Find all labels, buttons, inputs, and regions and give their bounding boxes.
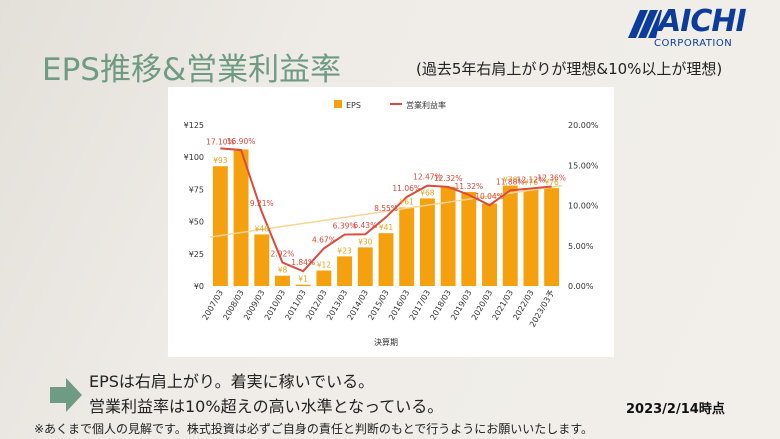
logo-name: AICHI — [658, 4, 747, 39]
x-axis-title: 決算期 — [374, 337, 398, 347]
eps-data-label: ¥76 — [524, 178, 539, 187]
margin-data-label: 6.39% — [333, 222, 357, 231]
eps-data-label: ¥41 — [379, 223, 394, 232]
as-of-date: 2023/2/14時点 — [626, 402, 725, 417]
page-subtitle: (過去5年右肩上がりが理想&10%以上が理想) — [416, 60, 723, 78]
disclaimer: ※あくまで個人の見解です。株式投資は必ずご自身の責任と判断のもとで行うようにお願… — [34, 422, 594, 436]
left-axis-tick-label: ¥25 — [189, 250, 204, 259]
margin-data-label: 2.92% — [271, 249, 295, 258]
eps-data-label: ¥1 — [298, 275, 308, 284]
eps-bar — [357, 247, 373, 286]
company-logo: AICHI CORPORATION — [624, 4, 764, 52]
eps-data-label: ¥30 — [358, 237, 373, 246]
margin-data-label: 9.21% — [250, 199, 274, 208]
margin-data-label: 12.32% — [434, 174, 463, 183]
eps-data-label: ¥76 — [544, 178, 559, 187]
margin-data-label: 11.88% — [496, 177, 525, 186]
margin-data-label: 4.67% — [312, 235, 336, 244]
eps-bar — [316, 270, 332, 286]
eps-bar — [399, 207, 415, 286]
eps-bar — [212, 166, 228, 286]
legend-eps-swatch — [334, 100, 342, 108]
margin-data-label: 16.90% — [227, 137, 256, 146]
left-axis-tick-label: ¥100 — [184, 153, 204, 162]
eps-bar — [275, 275, 290, 286]
right-axis-tick-label: 5.00% — [568, 242, 594, 251]
margin-data-label: 12.12% — [517, 175, 546, 184]
left-axis-tick-label: ¥125 — [184, 121, 204, 130]
margin-data-label: 11.06% — [392, 184, 421, 193]
right-axis-tick-label: 0.00% — [568, 282, 594, 291]
legend-eps-label: EPS — [346, 101, 361, 110]
chart-card: EPS 営業利益率 ¥0 ¥25 ¥50 ¥75 ¥100 ¥125 0.00% 5.00% 10.… — [168, 87, 614, 357]
right-axis-tick-label: 15.00% — [568, 161, 599, 170]
margin-data-label: 17.10% — [206, 137, 235, 146]
margin-data-label: 10.04% — [475, 192, 504, 201]
margin-data-label: 12.47% — [413, 173, 442, 182]
eps-bar — [254, 234, 270, 286]
eps-bar — [523, 188, 539, 286]
eps-bar — [295, 284, 311, 286]
left-axis-tick-label: ¥75 — [189, 185, 204, 194]
eps-bar — [337, 256, 353, 286]
arrow-right-icon — [50, 378, 82, 412]
eps-bar — [482, 203, 497, 286]
eps-data-label: ¥68 — [420, 188, 435, 197]
margin-data-label: 6.43% — [353, 221, 377, 230]
margin-data-label: 8.55% — [374, 204, 398, 213]
eps-bar — [378, 233, 394, 286]
note-eps: EPSは右肩上がり。着実に稼いでいる。 — [89, 372, 375, 391]
eps-bar — [461, 191, 477, 286]
eps-bar — [419, 198, 435, 286]
margin-data-label: 11.32% — [455, 182, 484, 191]
right-axis-tick-label: 20.00% — [568, 121, 599, 130]
note-margin: 営業利益率は10%超えの高い水準となっている。 — [89, 397, 444, 416]
left-axis-tick-label: ¥0 — [194, 282, 204, 291]
logo-stripes-icon — [628, 10, 662, 38]
left-axis-tick-label: ¥50 — [189, 218, 204, 227]
eps-data-label: ¥12 — [317, 261, 332, 270]
eps-margin-chart: EPS 営業利益率 ¥0 ¥25 ¥50 ¥75 ¥100 ¥125 0.00% 5.00% 10.… — [184, 100, 599, 347]
eps-data-label: ¥61 — [400, 197, 415, 206]
right-axis-tick-label: 10.00% — [568, 202, 599, 211]
eps-bar — [440, 186, 456, 286]
eps-data-label: ¥40 — [255, 224, 270, 233]
eps-data-label: ¥8 — [278, 266, 288, 275]
page-title: EPS推移&営業利益率 — [42, 52, 342, 88]
margin-data-label: 1.84% — [291, 258, 315, 267]
eps-bar — [544, 188, 560, 286]
eps-data-label: ¥23 — [337, 246, 352, 255]
eps-bar — [502, 185, 518, 286]
eps-data-label: ¥78 — [503, 176, 518, 185]
eps-data-label: ¥93 — [213, 156, 228, 165]
margin-data-label: 12.36% — [537, 174, 566, 183]
eps-bar — [233, 149, 249, 286]
logo-subtitle: CORPORATION — [654, 38, 733, 49]
legend-margin-label: 営業利益率 — [406, 100, 446, 110]
margin-line — [220, 147, 552, 273]
